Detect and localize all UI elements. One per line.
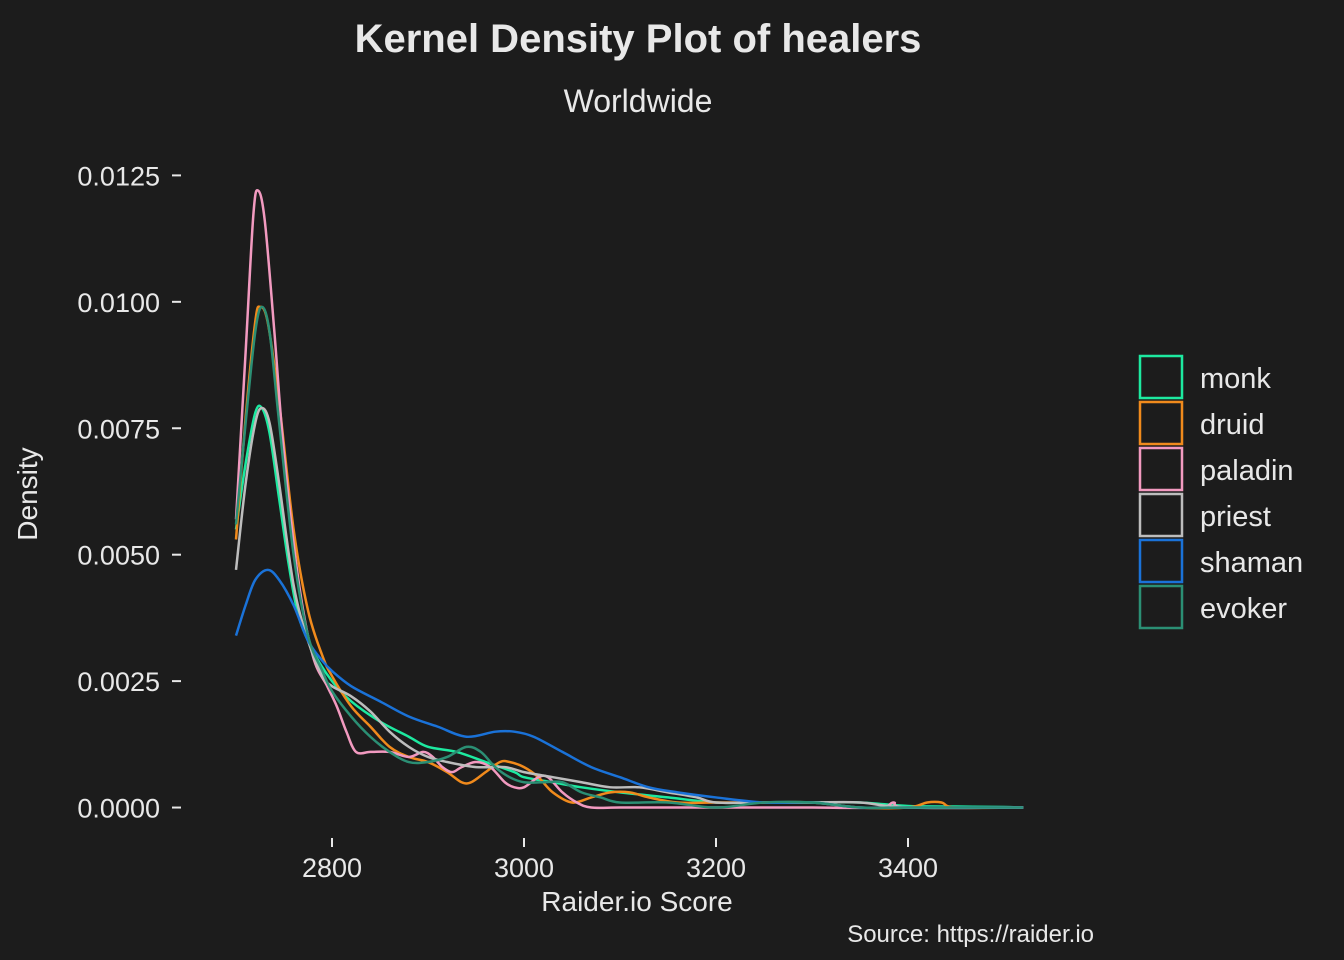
source-caption: Source: https://raider.io: [847, 921, 1094, 948]
legend-key-priest: [1138, 492, 1184, 538]
y-tick-label: 0.0075: [77, 414, 160, 444]
x-axis-title: Raider.io Score: [541, 886, 732, 917]
x-tick-label: 3000: [494, 853, 554, 883]
legend-label-paladin: paladin: [1200, 455, 1294, 487]
chart-subtitle: Worldwide: [564, 83, 713, 119]
density-line-evoker: [234, 305, 1024, 810]
y-tick-label: 0.0050: [77, 541, 160, 571]
y-tick-label: 0.0025: [77, 667, 160, 697]
plot-series: [234, 189, 1024, 810]
x-axis: 2800 3000 3200 3400: [302, 838, 938, 883]
legend-key-paladin: [1138, 446, 1184, 492]
chart-title: Kernel Density Plot of healers: [355, 17, 922, 61]
y-tick-label: 0.0000: [77, 794, 160, 824]
y-tick-label: 0.0100: [77, 288, 160, 318]
legend-label-monk: monk: [1200, 363, 1271, 395]
density-line-shaman: [234, 568, 1024, 810]
y-tick-label: 0.0125: [77, 161, 160, 191]
legend: monk druid paladin priest shaman evoker: [1138, 354, 1303, 630]
legend-label-druid: druid: [1200, 409, 1265, 441]
density-line-priest: [234, 406, 1024, 810]
legend-key-evoker: [1138, 584, 1184, 630]
x-tick-label: 2800: [302, 853, 362, 883]
y-axis-title: Density: [12, 447, 43, 540]
y-axis: 0.0000 0.0025 0.0050 0.0075 0.0100 0.0125: [77, 161, 181, 824]
x-tick-label: 3400: [878, 853, 938, 883]
legend-label-shaman: shaman: [1200, 547, 1303, 579]
legend-label-evoker: evoker: [1200, 593, 1287, 625]
legend-key-shaman: [1138, 538, 1184, 584]
legend-key-druid: [1138, 400, 1184, 446]
x-tick-label: 3200: [686, 853, 746, 883]
density-line-paladin: [234, 189, 1024, 810]
legend-key-monk: [1138, 354, 1184, 400]
legend-label-priest: priest: [1200, 501, 1271, 533]
